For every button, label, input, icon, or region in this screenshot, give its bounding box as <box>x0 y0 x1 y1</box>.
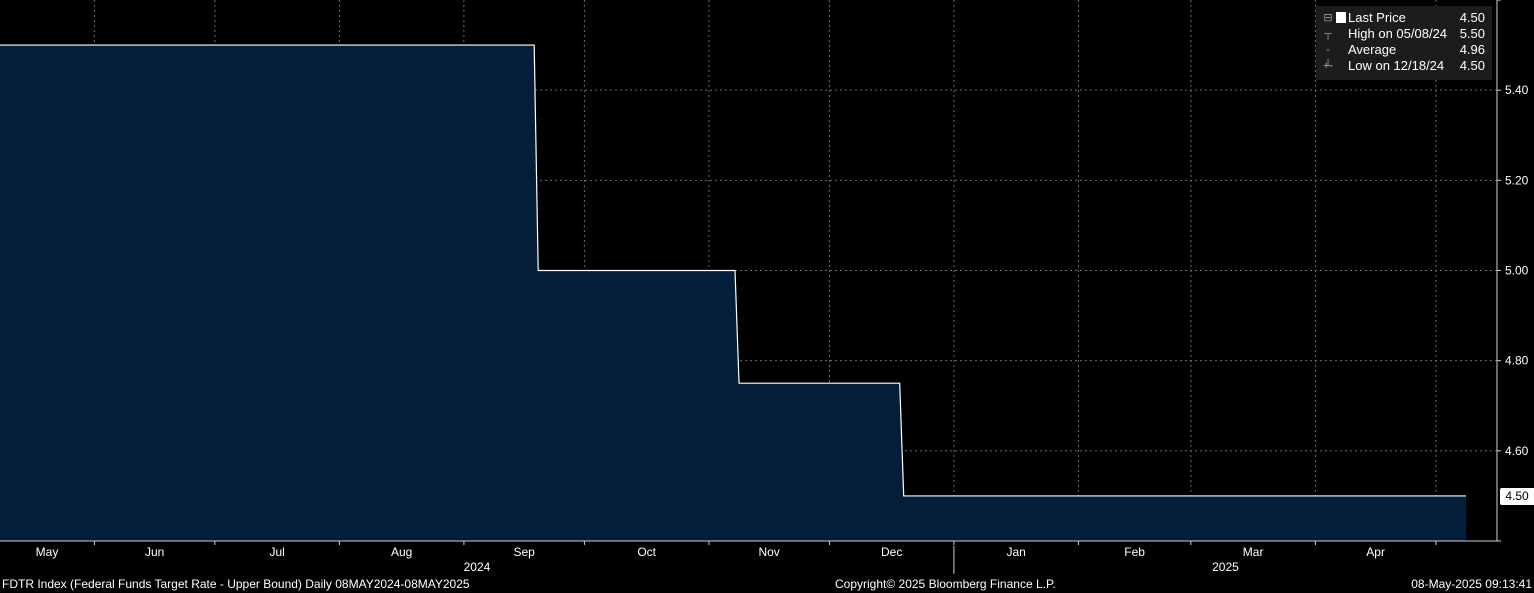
series-line <box>0 44 1466 497</box>
copyright-text: Copyright© 2025 Bloomberg Finance L.P. <box>835 577 1056 591</box>
x-tick-label: Dec <box>881 545 902 559</box>
legend-swatch <box>1336 12 1346 23</box>
x-tick-label: May <box>36 545 59 559</box>
legend-high-label: High on 05/08/24 <box>1348 26 1448 41</box>
y-tick-label: 5.00 <box>1505 264 1529 278</box>
price-chart: 5.40 5.20 5.00 4.80 4.60 May Jun Jul Aug Sep Oct No… <box>0 0 1529 574</box>
series-area-fill <box>0 45 1466 541</box>
x-tick-label: Jun <box>145 545 164 559</box>
y-tick-label: 5.40 <box>1505 83 1529 97</box>
timestamp-text: 08-May-2025 09:13:41 <box>1411 577 1532 591</box>
year-label: 2025 <box>1212 560 1239 574</box>
high-marker-icon: ┬ <box>1324 28 1332 40</box>
legend-average: -+- Average 4.96 <box>1316 42 1492 72</box>
x-tick-label: Aug <box>391 545 412 559</box>
legend-low-value: 4.50 <box>1459 58 1485 73</box>
y-tick-label: 5.20 <box>1505 173 1529 187</box>
y-tick-label: 4.80 <box>1505 354 1529 368</box>
axes: 5.40 5.20 5.00 4.80 4.60 May Jun Jul Aug Sep Oct No… <box>0 0 1529 574</box>
series-area <box>0 44 1466 541</box>
chart-description: FDTR Index (Federal Funds Target Rate - … <box>2 577 470 591</box>
legend-last-price: ⊟ Last Price 4.50 <box>1316 10 1492 26</box>
last-value-tag: 4.50 <box>1500 488 1534 505</box>
year-label: 2024 <box>464 560 491 574</box>
legend-last-price-value: 4.50 <box>1459 10 1485 25</box>
low-marker-icon: ┴ <box>1324 60 1332 72</box>
collapse-icon[interactable]: ⊟ <box>1323 12 1333 24</box>
legend-last-price-label: Last Price <box>1348 10 1406 25</box>
average-marker-icon: -+- <box>1322 44 1334 72</box>
x-tick-label: Sep <box>513 545 535 559</box>
x-tick-label: Mar <box>1243 545 1264 559</box>
x-tick-label: Feb <box>1124 545 1145 559</box>
legend-average-value: 4.96 <box>1459 42 1485 57</box>
legend-high: ┬ High on 05/08/24 5.50 <box>1316 26 1492 42</box>
x-tick-label: Jan <box>1006 545 1025 559</box>
legend-average-label: Average <box>1348 42 1397 57</box>
x-tick-label: Apr <box>1366 545 1385 559</box>
x-tick-label: Oct <box>637 545 656 559</box>
chart-legend: ⊟ Last Price 4.50 ┬ High on 05/08/24 5.5… <box>1316 6 1492 80</box>
legend-low: ┴ Low on 12/18/24 4.50 <box>1316 58 1492 74</box>
x-tick-label: Jul <box>269 545 284 559</box>
legend-high-value: 5.50 <box>1459 26 1485 41</box>
y-tick-label: 4.60 <box>1505 444 1529 458</box>
legend-low-label: Low on 12/18/24 <box>1348 58 1445 73</box>
x-tick-label: Nov <box>758 545 779 559</box>
